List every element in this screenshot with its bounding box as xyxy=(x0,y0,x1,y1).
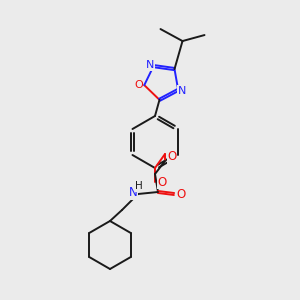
Text: O: O xyxy=(134,80,142,90)
Text: O: O xyxy=(176,188,186,200)
Text: N: N xyxy=(146,60,155,70)
Text: O: O xyxy=(158,176,166,188)
Text: N: N xyxy=(129,187,137,200)
Text: O: O xyxy=(167,151,177,164)
Text: H: H xyxy=(135,181,143,191)
Text: N: N xyxy=(178,86,186,96)
